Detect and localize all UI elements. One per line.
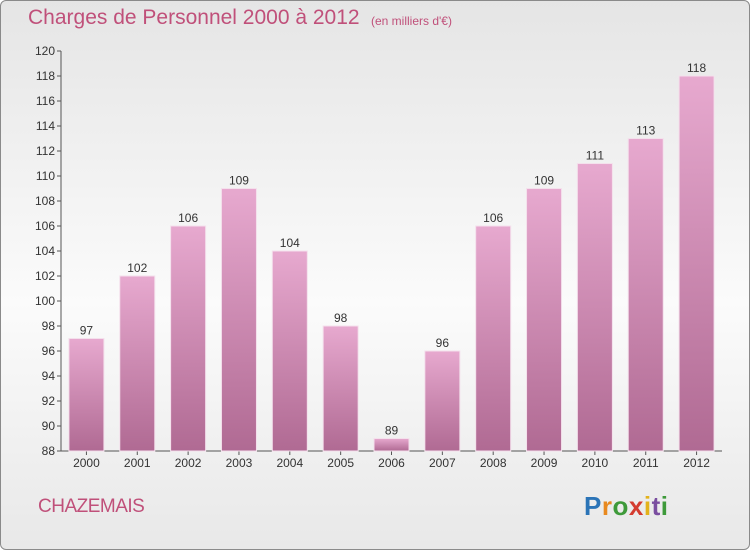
bar-value-label: 109 [229, 174, 249, 188]
x-tick-label: 2010 [582, 456, 609, 470]
bar-value-label: 104 [280, 236, 300, 250]
bar [627, 138, 664, 452]
bar [170, 225, 207, 452]
bar [424, 350, 461, 452]
proxiti-logo: Proxiti [584, 491, 669, 521]
x-tick-label: 2007 [429, 456, 456, 470]
x-tick-label: 2002 [175, 456, 202, 470]
y-tick-label: 100 [35, 294, 55, 308]
bar [373, 438, 410, 452]
y-tick-label: 88 [42, 444, 56, 458]
y-tick-label: 102 [35, 269, 55, 283]
y-tick-label: 98 [42, 319, 56, 333]
bar [322, 325, 359, 452]
y-tick-label: 110 [36, 169, 55, 183]
bar-value-label: 98 [334, 311, 348, 325]
x-tick-label: 2004 [276, 456, 303, 470]
bar [678, 75, 715, 452]
y-tick-label: 120 [35, 44, 55, 58]
chart-title: Charges de Personnel 2000 à 2012 [28, 6, 360, 29]
y-tick-label: 94 [42, 369, 56, 383]
commune-name: CHAZEMAIS [38, 496, 145, 517]
x-tick-label: 2001 [124, 456, 151, 470]
x-tick-label: 2005 [327, 456, 354, 470]
bar [68, 338, 105, 452]
y-tick-label: 108 [35, 194, 55, 208]
y-tick-label: 92 [42, 394, 56, 408]
bar-value-label: 118 [687, 61, 706, 75]
bar-value-label: 111 [586, 149, 605, 163]
bar-value-label: 113 [636, 124, 655, 138]
y-tick-label: 118 [36, 69, 55, 83]
bar [475, 225, 512, 452]
y-tick-label: 104 [35, 244, 55, 258]
bar [119, 275, 156, 452]
y-tick-label: 114 [36, 119, 55, 133]
bar-value-label: 109 [534, 174, 554, 188]
y-tick-label: 106 [35, 219, 55, 233]
x-tick-label: 2011 [633, 456, 659, 470]
bar-value-label: 106 [483, 211, 503, 225]
chart-subtitle: (en milliers d'€) [371, 14, 452, 28]
bar-value-label: 89 [385, 424, 399, 438]
x-tick-label: 2008 [480, 456, 507, 470]
bar-value-label: 96 [436, 336, 450, 350]
bar [220, 188, 257, 452]
x-tick-label: 2000 [73, 456, 100, 470]
x-tick-label: 2003 [226, 456, 253, 470]
bar [526, 188, 563, 452]
y-tick-label: 90 [42, 419, 56, 433]
bar-value-label: 106 [178, 211, 198, 225]
x-tick-label: 2012 [683, 456, 710, 470]
y-tick-label: 96 [42, 344, 56, 358]
y-tick-label: 112 [36, 144, 55, 158]
bar [271, 250, 308, 452]
y-tick-label: 116 [36, 94, 55, 108]
x-tick-label: 2009 [531, 456, 558, 470]
bar-value-label: 102 [127, 261, 147, 275]
bar-value-label: 97 [80, 324, 94, 338]
x-tick-label: 2006 [378, 456, 405, 470]
bar [576, 163, 613, 452]
